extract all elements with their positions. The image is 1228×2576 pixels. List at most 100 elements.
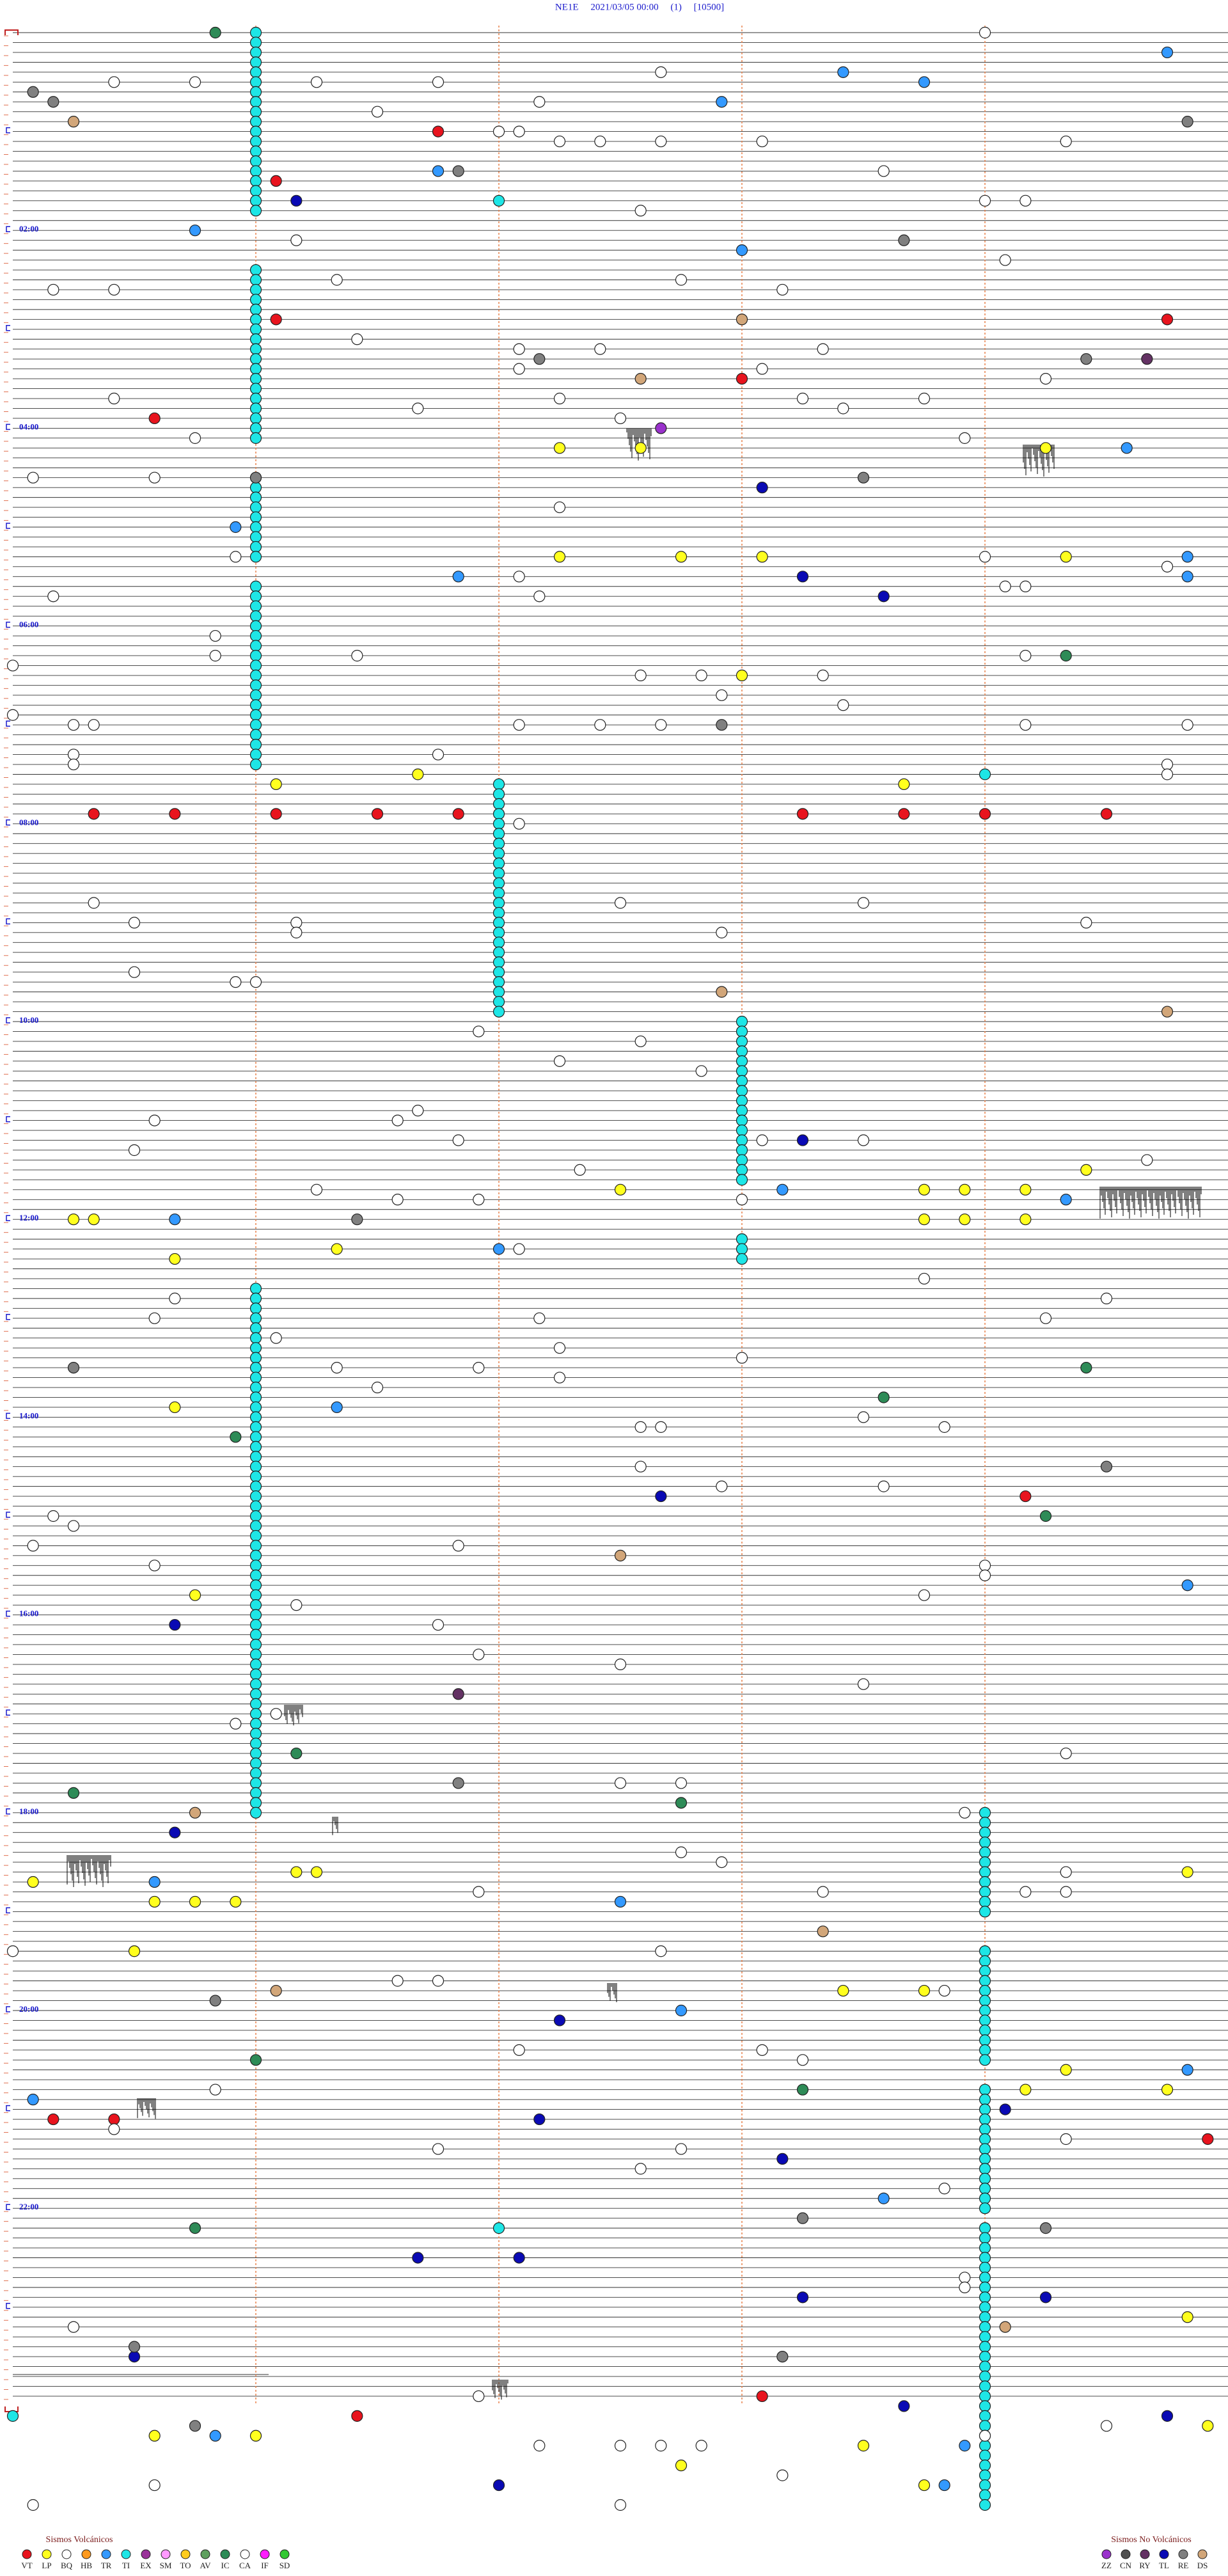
event-marker	[979, 2469, 991, 2481]
event-marker	[249, 36, 262, 49]
event-marker	[979, 2044, 991, 2056]
event-marker	[979, 2222, 991, 2234]
event-marker	[249, 1401, 262, 1414]
event-marker	[918, 1183, 931, 1196]
event-marker	[837, 402, 849, 415]
event-marker	[249, 1589, 262, 1601]
event-marker	[230, 521, 242, 533]
event-marker	[47, 1510, 59, 1522]
event-marker	[331, 274, 343, 286]
event-marker	[249, 66, 262, 78]
event-marker	[796, 2212, 809, 2224]
event-marker	[979, 2449, 991, 2461]
event-marker	[614, 1895, 627, 1908]
event-marker	[230, 1431, 242, 1443]
event-marker	[492, 857, 505, 869]
event-marker	[492, 848, 505, 860]
event-marker	[553, 1371, 566, 1384]
event-marker	[634, 669, 647, 682]
event-marker	[614, 412, 627, 425]
event-marker	[249, 1569, 262, 1581]
event-marker	[837, 699, 849, 711]
event-marker	[47, 590, 59, 603]
event-marker	[675, 274, 688, 286]
event-marker	[634, 205, 647, 217]
event-marker	[979, 1995, 991, 2007]
event-marker	[249, 482, 262, 494]
event-marker	[655, 1945, 667, 1957]
event-marker	[979, 2133, 991, 2145]
event-marker	[776, 2351, 789, 2363]
event-marker	[249, 471, 262, 484]
event-marker	[736, 313, 748, 326]
event-marker	[736, 1174, 748, 1186]
event-marker	[249, 323, 262, 335]
event-marker	[249, 1549, 262, 1561]
event-marker	[979, 2311, 991, 2323]
event-marker	[634, 2163, 647, 2175]
event-marker	[716, 689, 728, 701]
event-marker	[695, 669, 707, 682]
event-marker	[756, 2044, 768, 2056]
event-marker	[1141, 1154, 1153, 1166]
event-marker	[249, 1471, 262, 1483]
event-marker	[249, 511, 262, 523]
event-marker	[878, 1391, 890, 1403]
event-marker	[492, 946, 505, 958]
legend-title: Sismos Volcánicos	[46, 2535, 113, 2545]
event-marker	[837, 1984, 849, 1997]
event-marker	[1080, 1164, 1092, 1176]
event-marker	[1039, 1312, 1052, 1324]
event-marker	[1060, 1866, 1072, 1878]
event-marker	[736, 1045, 748, 1057]
event-marker	[432, 125, 445, 138]
legend-code: LP	[42, 2561, 51, 2570]
row-bracket	[6, 1808, 10, 1815]
event-marker	[513, 1243, 525, 1255]
event-marker	[270, 778, 282, 791]
event-marker	[249, 1431, 262, 1443]
time-label: 16:00	[19, 1609, 38, 1618]
event-marker	[979, 2499, 991, 2511]
event-marker	[432, 165, 445, 177]
event-marker	[1060, 1886, 1072, 1898]
event-marker	[979, 2360, 991, 2373]
event-marker	[979, 2163, 991, 2175]
event-marker	[776, 1183, 789, 1196]
event-marker	[979, 2479, 991, 2492]
event-marker	[391, 1114, 404, 1126]
event-marker	[249, 1638, 262, 1651]
event-marker	[614, 1549, 627, 1561]
legend-code: IF	[261, 2561, 269, 2570]
event-marker	[634, 1460, 647, 1473]
event-marker	[290, 926, 303, 938]
event-marker	[979, 2153, 991, 2165]
event-marker	[452, 1134, 464, 1146]
event-marker	[979, 2321, 991, 2333]
event-marker	[148, 1114, 161, 1126]
legend-code: EX	[140, 2561, 152, 2570]
event-marker	[1019, 719, 1032, 731]
event-marker	[452, 571, 464, 583]
event-marker	[1161, 768, 1174, 780]
event-marker	[88, 897, 100, 909]
event-marker	[169, 1618, 181, 1631]
event-marker	[817, 669, 829, 682]
event-marker	[249, 264, 262, 276]
legend-swatch	[42, 2549, 52, 2559]
time-label: 02:00	[19, 224, 38, 233]
event-marker	[979, 2113, 991, 2126]
event-marker	[249, 729, 262, 741]
event-marker	[736, 1154, 748, 1166]
legend-swatch	[220, 2549, 230, 2559]
event-marker	[290, 194, 303, 207]
event-marker	[249, 46, 262, 59]
event-marker	[67, 116, 80, 128]
event-marker	[27, 2094, 39, 2106]
event-marker	[249, 2430, 262, 2442]
event-marker	[979, 1560, 991, 1572]
event-marker	[473, 1362, 485, 1374]
event-marker	[817, 343, 829, 355]
event-marker	[1039, 372, 1052, 385]
event-marker	[249, 1352, 262, 1364]
